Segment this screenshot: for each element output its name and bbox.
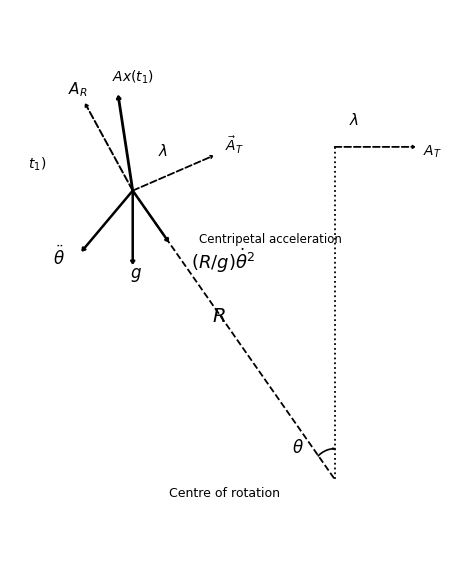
Text: ation: ation xyxy=(26,213,52,223)
Text: $\ddot{\theta}$: $\ddot{\theta}$ xyxy=(53,246,65,269)
Text: $\theta$: $\theta$ xyxy=(292,439,304,457)
Text: $A_R$: $A_R$ xyxy=(68,81,87,99)
Text: acceleration: acceleration xyxy=(0,200,52,210)
Text: $(R/g)\dot{\theta}^2$: $(R/g)\dot{\theta}^2$ xyxy=(191,247,255,275)
Text: $t_1)$: $t_1)$ xyxy=(28,156,46,173)
Text: $g$: $g$ xyxy=(130,266,142,284)
Text: Centripetal acceleration: Centripetal acceleration xyxy=(199,233,342,246)
Text: $Ax(t_1)$: $Ax(t_1)$ xyxy=(112,68,154,86)
Text: $\lambda$: $\lambda$ xyxy=(349,112,360,128)
Text: Centre of rotation: Centre of rotation xyxy=(169,487,280,500)
Text: $\vec{A}_T$: $\vec{A}_T$ xyxy=(225,135,244,156)
Text: $R$: $R$ xyxy=(212,307,226,326)
Text: $A_T$: $A_T$ xyxy=(423,144,442,160)
Text: $\lambda$: $\lambda$ xyxy=(158,143,169,158)
